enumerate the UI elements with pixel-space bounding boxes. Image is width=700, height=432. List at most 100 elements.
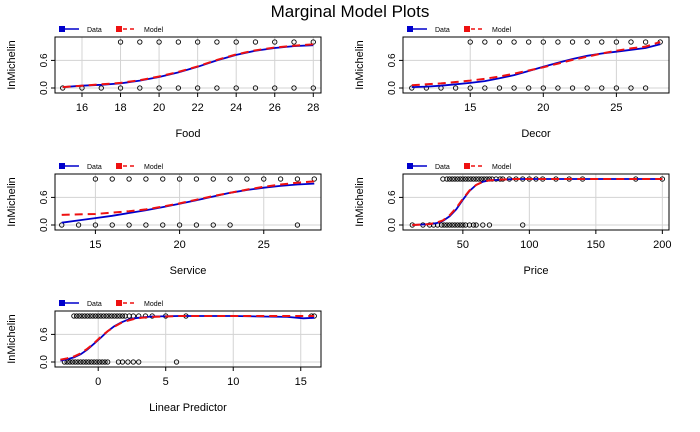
observation-point: [446, 176, 453, 182]
observation-point: [252, 85, 259, 91]
x-tick-label: 20: [537, 102, 549, 114]
observation-point: [460, 176, 466, 182]
y-tick-label: 0.0: [39, 81, 50, 95]
observation-point: [90, 313, 96, 319]
data-line: [62, 44, 314, 88]
observation-point: [470, 222, 477, 228]
observation-point: [194, 85, 201, 91]
observation-point: [82, 313, 88, 319]
observation-point: [99, 359, 105, 365]
observation-point: [628, 85, 634, 91]
y-axis-label: InMichelin: [6, 40, 18, 90]
observation-point: [470, 176, 477, 182]
observation-point: [117, 85, 124, 91]
legend-data-label: Data: [435, 164, 450, 171]
y-axis-label: InMichelin: [6, 177, 18, 227]
y-tick-label: 0.0: [387, 218, 398, 232]
observation-point: [473, 176, 479, 182]
x-axis-label: Linear Predictor: [149, 402, 227, 414]
observation-point: [457, 222, 463, 228]
observation-point: [105, 359, 111, 365]
x-axis-label: Service: [170, 265, 207, 277]
observation-point: [92, 313, 99, 319]
observation-point: [252, 39, 259, 45]
observation-point: [109, 176, 115, 182]
observation-point: [76, 313, 82, 319]
legend-data-label: Data: [87, 27, 102, 34]
observation-point: [460, 222, 466, 228]
x-tick-label: 24: [230, 102, 242, 114]
observation-point: [72, 359, 78, 365]
x-tick-label: 5: [163, 376, 169, 388]
model-line: [60, 315, 315, 361]
observation-point: [465, 176, 471, 182]
observation-point: [244, 176, 250, 182]
observation-point: [176, 222, 183, 228]
observation-point: [569, 85, 576, 91]
observation-point: [467, 85, 473, 91]
legend-model-label: Model: [144, 164, 164, 171]
observation-point: [67, 359, 73, 365]
x-tick-label: 15: [464, 102, 476, 114]
legend-data-marker: [407, 163, 413, 169]
legend-model-marker: [116, 163, 122, 169]
panel-decor: 15 20 25 0.0 0.6 Decor InMichelin Data Model: [354, 26, 670, 140]
legend: Data Model: [407, 26, 512, 34]
legend-model-label: Model: [144, 27, 164, 34]
legend-data-marker: [59, 163, 65, 169]
legend-data-marker: [59, 26, 65, 32]
plot-frame: [54, 36, 322, 94]
observation-point: [86, 359, 92, 365]
observation-point: [310, 85, 316, 91]
x-axis-label: Decor: [521, 128, 551, 140]
observation-point: [75, 359, 81, 365]
observation-point: [71, 313, 77, 319]
observation-point: [109, 222, 115, 228]
legend: Data Model: [59, 300, 164, 308]
model-line: [62, 43, 314, 89]
observation-point: [642, 39, 649, 45]
observation-point: [92, 176, 99, 182]
y-tick-label: 0.6: [39, 327, 50, 341]
observation-point: [584, 39, 590, 45]
model-line: [412, 178, 663, 226]
x-axis-label: Price: [523, 265, 548, 277]
observation-point: [130, 359, 136, 365]
observation-point: [511, 39, 517, 45]
observation-point: [117, 39, 124, 45]
observation-point: [520, 222, 526, 228]
observation-point: [88, 359, 95, 365]
observation-point: [91, 359, 97, 365]
observation-point: [83, 359, 89, 365]
x-tick-label: 22: [192, 102, 204, 114]
y-axis-label: InMichelin: [354, 177, 366, 227]
observation-point: [193, 176, 200, 182]
observation-point: [540, 39, 546, 45]
figure-title: Marginal Model Plots: [271, 2, 430, 21]
observation-point: [310, 39, 316, 45]
observation-point: [628, 39, 634, 45]
observation-point: [482, 39, 488, 45]
observation-point: [599, 85, 605, 91]
data-line: [61, 182, 315, 224]
panel-service: 15 20 25 0.0 0.6 Service InMichelin Data Model: [6, 163, 322, 277]
observation-point: [294, 222, 301, 228]
y-axis-label: InMichelin: [6, 314, 18, 364]
legend-data-label: Data: [435, 27, 450, 34]
x-tick-label: 200: [653, 239, 671, 251]
observation-point: [84, 313, 91, 319]
observation-point: [126, 176, 132, 182]
observation-point: [173, 359, 180, 365]
observation-point: [125, 359, 131, 365]
observation-point: [194, 39, 201, 45]
observation-point: [526, 39, 532, 45]
observation-point: [454, 176, 461, 182]
legend: Data Model: [407, 163, 512, 171]
observation-point: [480, 222, 486, 228]
x-tick-label: 20: [153, 102, 165, 114]
y-tick-label: 0.6: [39, 190, 50, 204]
x-tick-label: 15: [89, 239, 101, 251]
panel-food: 16 18 20 22 24 26 28 0.0 0.6 Food InMichelin Data Mo…: [6, 26, 322, 140]
observation-point: [79, 313, 85, 319]
